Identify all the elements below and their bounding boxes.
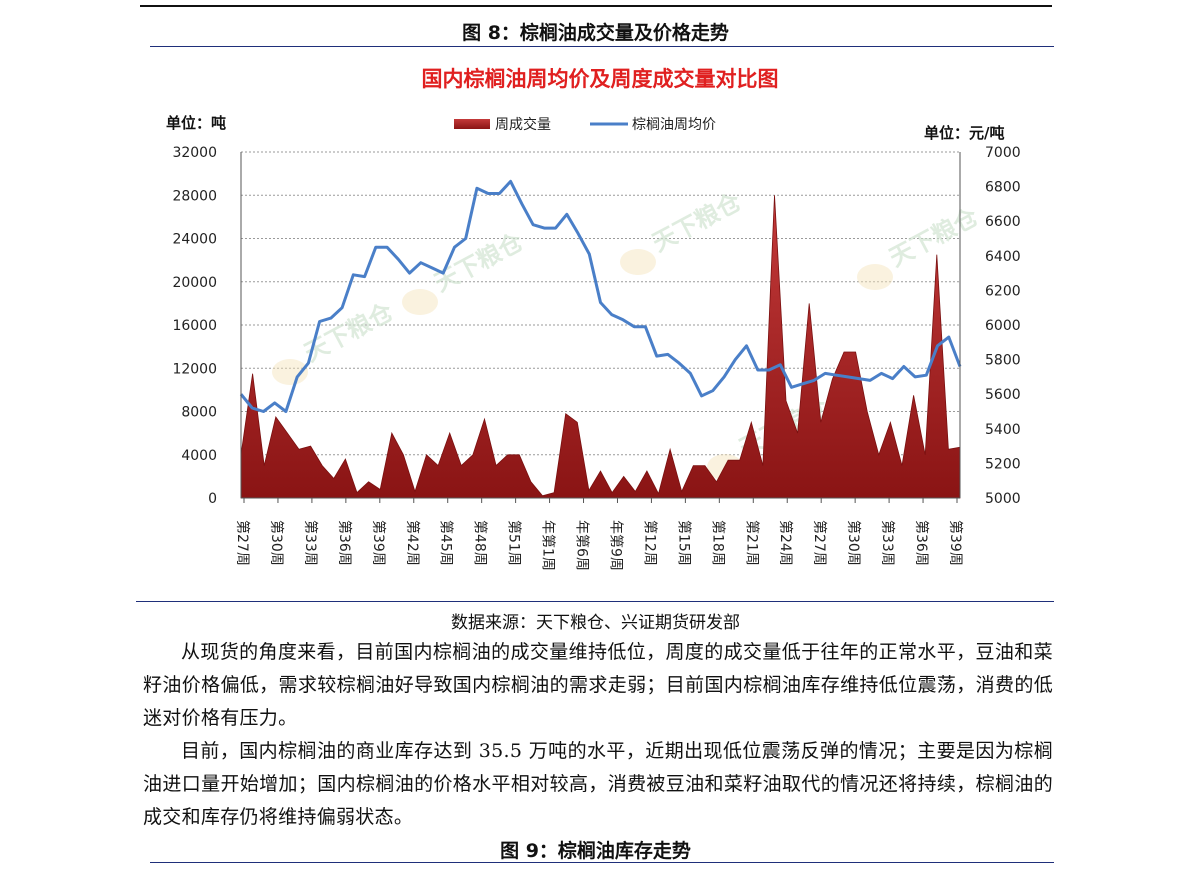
x-tick-label: 第39周 <box>370 520 387 566</box>
watermark-logo <box>402 289 438 315</box>
x-tick-label: 第24周 <box>777 520 794 566</box>
x-tick-label: 第48周 <box>472 520 489 566</box>
figure8-caption-rule <box>150 46 1054 47</box>
left-tick-label: 24000 <box>172 232 217 248</box>
left-tick-label: 16000 <box>172 318 217 334</box>
x-tick-label: 年第9周 <box>607 520 624 571</box>
chart-title: 国内棕榈油周均价及周度成交量对比图 <box>422 67 779 91</box>
right-tick-label: 6000 <box>985 318 1020 334</box>
figure8-caption: 图 8：棕榈油成交量及价格走势 <box>462 22 729 44</box>
right-tick-label: 6600 <box>985 214 1020 230</box>
left-unit-label: 单位：吨 <box>166 114 226 132</box>
chart-background <box>140 52 1020 597</box>
right-tick-label: 6200 <box>985 283 1020 299</box>
x-tick-label: 第15周 <box>675 520 692 566</box>
x-tick-label: 第27周 <box>234 520 251 566</box>
x-tick-label: 第30周 <box>845 520 862 566</box>
x-tick-label: 第51周 <box>506 520 523 566</box>
plot-layer <box>239 179 962 499</box>
left-tick-label: 8000 <box>181 405 217 421</box>
body-paragraph-1-text: 从现货的角度来看，目前国内棕榈油的成交量维持低位，周度的成交量低于往年的正常水平… <box>143 641 1053 729</box>
left-tick-label: 20000 <box>172 275 217 291</box>
legend-label-volume: 周成交量 <box>495 116 551 133</box>
x-tick-label: 第27周 <box>811 520 828 566</box>
body-paragraph-2-text: 目前，国内棕榈油的商业库存达到 35.5 万吨的水平，近期出现低位震荡反弹的情况… <box>143 740 1053 828</box>
right-tick-label: 5600 <box>985 387 1020 403</box>
left-axis-ticks: 32000 28000 24000 20000 16000 12000 8000 4000 0 <box>172 145 217 507</box>
left-tick-label: 4000 <box>181 448 217 464</box>
x-tick-label: 第36周 <box>336 520 353 566</box>
right-unit-label: 单位：元/吨 <box>924 124 1004 142</box>
x-tick-label: 第39周 <box>947 520 964 566</box>
chart-axes <box>240 152 961 499</box>
chart-bottom-rule <box>136 601 1054 602</box>
figure9-caption: 图 9：棕榈油库存走势 <box>500 840 691 862</box>
left-tick-label: 32000 <box>172 145 217 161</box>
series-price-line <box>239 179 962 413</box>
x-tick-label: 第30周 <box>268 520 285 566</box>
x-tick-label: 第42周 <box>404 520 421 566</box>
figure8-source: 数据来源：天下粮仓、兴证期货研发部 <box>451 613 740 633</box>
right-tick-label: 5400 <box>985 422 1020 438</box>
series-volume-area <box>240 195 961 499</box>
watermark-logo <box>272 359 308 385</box>
x-tick-label: 年第6周 <box>574 520 591 571</box>
legend-label-price: 棕榈油周均价 <box>632 117 716 133</box>
right-tick-label: 7000 <box>985 145 1020 161</box>
figure9-caption-rule <box>150 862 1054 863</box>
page-top-rule <box>140 5 1052 7</box>
legend-swatch-volume <box>454 119 490 129</box>
watermark-logo <box>620 249 656 275</box>
body-paragraph-2: 目前，国内棕榈油的商业库存达到 35.5 万吨的水平，近期出现低位震荡反弹的情况… <box>143 735 1053 834</box>
right-tick-label: 5800 <box>985 353 1020 369</box>
palm-oil-chart: 国内棕榈油周均价及周度成交量对比图 单位：吨 单位：元/吨 周成交量 棕榈油周均… <box>140 52 1020 597</box>
chart-legend: 周成交量 棕榈油周均价 <box>454 116 716 133</box>
right-tick-label: 6800 <box>985 180 1020 196</box>
x-tick-label: 第36周 <box>913 520 930 566</box>
left-tick-label: 0 <box>208 491 217 507</box>
x-tick-label: 第21周 <box>743 520 760 566</box>
right-axis-ticks: 7000 6800 6600 6400 6200 6000 5800 5600 5400 5200… <box>985 145 1020 507</box>
x-tick-label: 年第1周 <box>540 520 557 571</box>
x-tick-label: 第33周 <box>879 520 896 566</box>
body-paragraph-1: 从现货的角度来看，目前国内棕榈油的成交量维持低位，周度的成交量低于往年的正常水平… <box>143 636 1053 735</box>
x-tick-label: 第33周 <box>302 520 319 566</box>
left-tick-label: 28000 <box>172 188 217 204</box>
right-tick-label: 5200 <box>985 456 1020 472</box>
left-tick-label: 12000 <box>172 361 217 377</box>
right-tick-label: 6400 <box>985 249 1020 265</box>
x-tick-label: 第12周 <box>641 520 658 566</box>
x-tick-label: 第45周 <box>438 520 455 566</box>
x-tick-label: 第18周 <box>709 520 726 566</box>
watermark-logo <box>857 264 893 290</box>
x-axis-ticks: 第27周 第30周 第33周 第36周 第39周 第42周 第45周 第48周 第51周 年第1周… <box>234 498 964 571</box>
right-tick-label: 5000 <box>985 491 1020 507</box>
